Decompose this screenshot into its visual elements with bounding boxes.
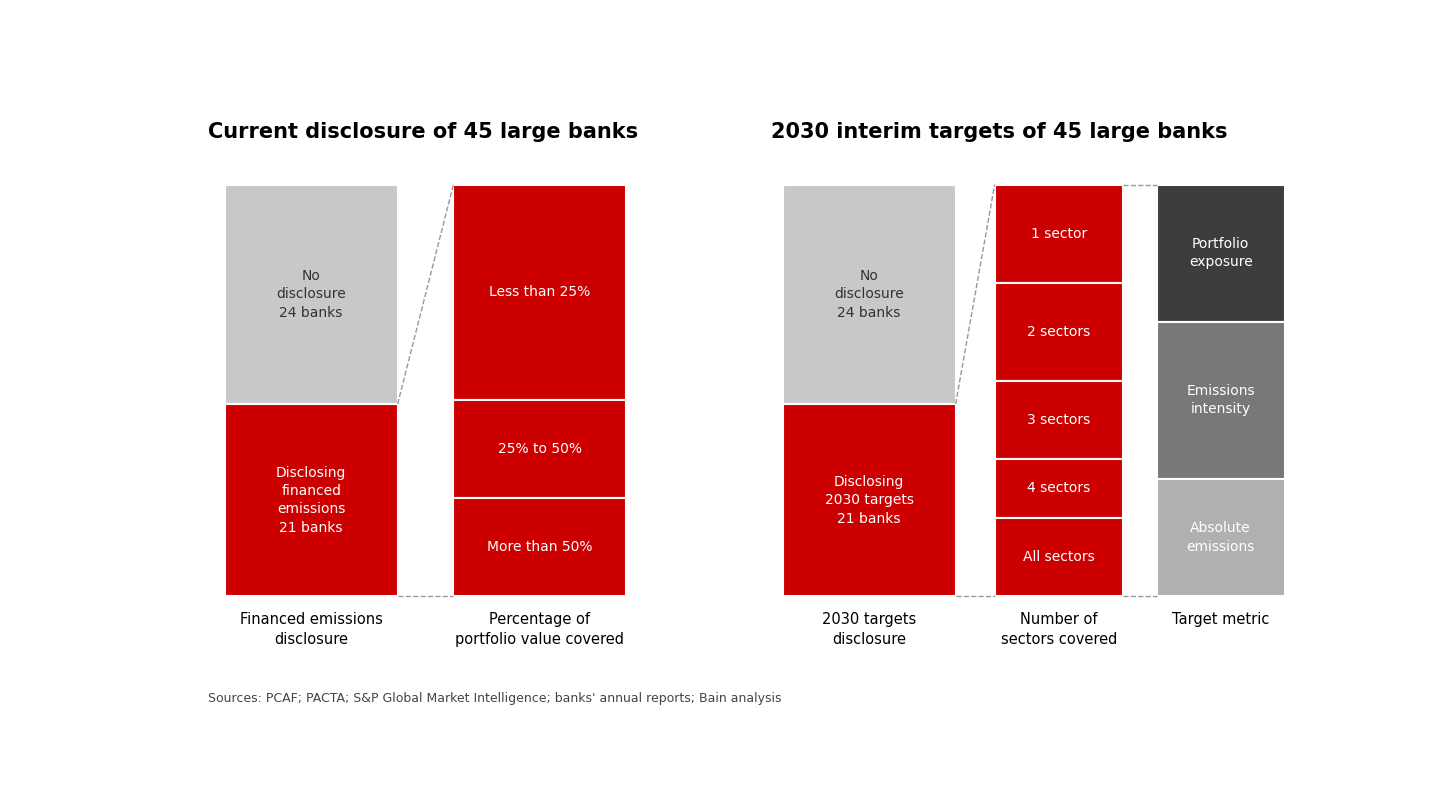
- Text: 2 sectors: 2 sectors: [1027, 325, 1090, 339]
- Bar: [1156, 479, 1284, 596]
- Bar: [225, 185, 397, 404]
- Text: Less than 25%: Less than 25%: [490, 285, 590, 300]
- Text: Sources: PCAF; PACTA; S&P Global Market Intelligence; banks' annual reports; Bai: Sources: PCAF; PACTA; S&P Global Market …: [207, 693, 782, 706]
- Text: 25% to 50%: 25% to 50%: [498, 442, 582, 456]
- Bar: [995, 381, 1123, 459]
- Text: Emissions
intensity: Emissions intensity: [1187, 384, 1256, 416]
- Text: 3 sectors: 3 sectors: [1027, 413, 1090, 427]
- Text: Disclosing
2030 targets
21 banks: Disclosing 2030 targets 21 banks: [825, 475, 913, 526]
- Bar: [783, 404, 956, 596]
- Bar: [995, 185, 1123, 283]
- Bar: [225, 404, 397, 596]
- Text: Target metric: Target metric: [1172, 612, 1269, 627]
- Bar: [783, 185, 956, 404]
- Text: Absolute
emissions: Absolute emissions: [1187, 521, 1254, 553]
- Text: No
disclosure
24 banks: No disclosure 24 banks: [834, 269, 904, 320]
- Bar: [454, 498, 626, 596]
- Text: Financed emissions
disclosure: Financed emissions disclosure: [239, 612, 383, 646]
- Text: Current disclosure of 45 large banks: Current disclosure of 45 large banks: [207, 122, 638, 142]
- Text: Number of
sectors covered: Number of sectors covered: [1001, 612, 1117, 646]
- Text: Disclosing
financed
emissions
21 banks: Disclosing financed emissions 21 banks: [276, 466, 346, 535]
- Text: All sectors: All sectors: [1022, 550, 1094, 564]
- Text: Portfolio
exposure: Portfolio exposure: [1189, 237, 1253, 269]
- Bar: [454, 185, 626, 400]
- Bar: [1156, 322, 1284, 479]
- Bar: [995, 283, 1123, 381]
- Text: 2030 targets
disclosure: 2030 targets disclosure: [822, 612, 916, 646]
- Bar: [995, 459, 1123, 518]
- Bar: [454, 400, 626, 498]
- Bar: [995, 518, 1123, 596]
- Text: 1 sector: 1 sector: [1031, 227, 1087, 241]
- Text: More than 50%: More than 50%: [487, 540, 593, 554]
- Text: 4 sectors: 4 sectors: [1027, 481, 1090, 496]
- Text: 2030 interim targets of 45 large banks: 2030 interim targets of 45 large banks: [772, 122, 1228, 142]
- Text: No
disclosure
24 banks: No disclosure 24 banks: [276, 269, 346, 320]
- Bar: [1156, 185, 1284, 322]
- Text: Percentage of
portfolio value covered: Percentage of portfolio value covered: [455, 612, 625, 646]
